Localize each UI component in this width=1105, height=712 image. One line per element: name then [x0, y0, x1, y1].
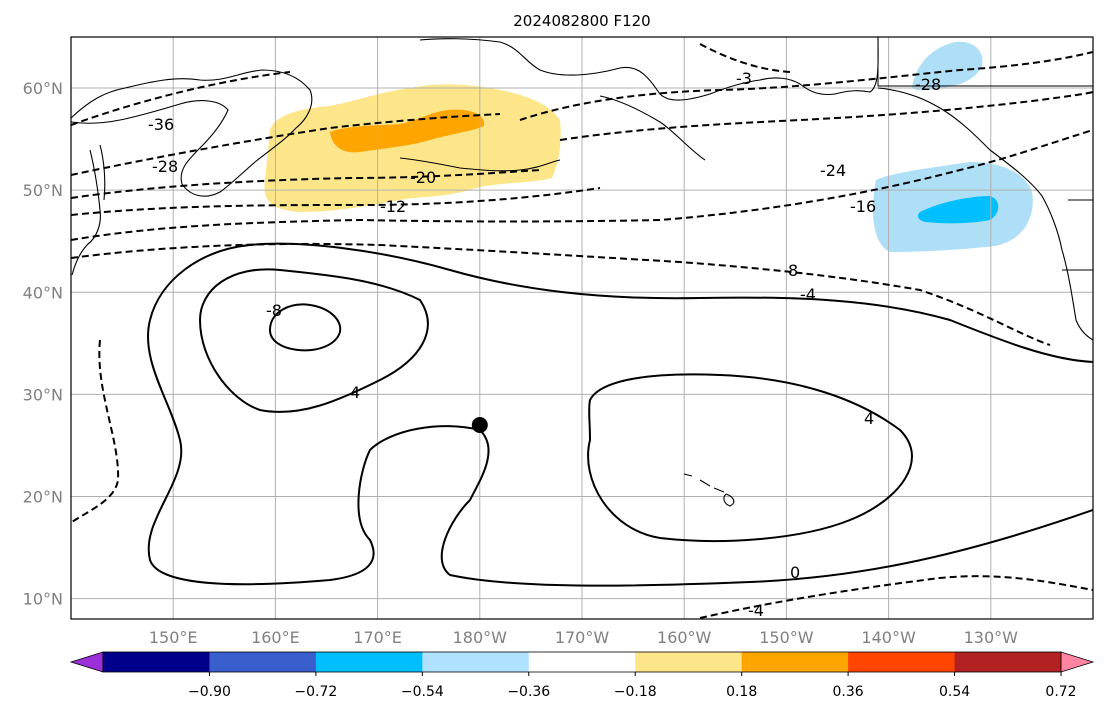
longitude-tick-label: 170°W [555, 628, 610, 647]
storm-center-marker [471, 417, 488, 433]
shade-positive-weak [264, 84, 561, 212]
longitude-tick-label: 130°W [964, 628, 1019, 647]
contour-label: 4 [350, 383, 360, 402]
contour-m8 [71, 129, 1093, 241]
colorbar-tick-label: −0.72 [294, 684, 337, 700]
contour-lines [71, 43, 1093, 619]
colorbar-segment [741, 652, 849, 672]
colorbar-tick-label: −0.36 [507, 684, 550, 700]
contour-label: -28 [152, 157, 178, 176]
contour-label: -8 [266, 301, 282, 320]
longitude-labels: 150°E 160°E 170°E 180°W 170°W 160°W 150°W 140°W… [149, 628, 1018, 647]
contour-label: -4 [748, 601, 764, 620]
contour-0 [147, 319, 1093, 587]
shade-negative-north [912, 41, 983, 91]
latitude-tick-label: 20°N [23, 487, 63, 506]
latitude-tick-label: 50°N [23, 181, 63, 200]
colorbar-extend-max [1060, 651, 1095, 673]
latitude-tick-label: 30°N [23, 385, 63, 404]
contour-m20 [71, 169, 541, 199]
contour-m12 [71, 187, 601, 216]
contour-label: -3 [736, 69, 752, 88]
contour-4-west [198, 268, 429, 413]
longitude-tick-label: 150°E [149, 628, 198, 647]
map-title: 2024082800 F120 [513, 12, 650, 30]
latitude-tick-label: 10°N [23, 590, 63, 609]
shade-positive-moderate [330, 109, 485, 153]
contour-label: -16 [850, 197, 876, 216]
colorbar-tick-label: −0.90 [188, 684, 231, 700]
contour-8-high [268, 303, 342, 352]
longitude-tick-label: 160°E [251, 628, 300, 647]
contour-m4-west [71, 339, 120, 523]
colorbar: −0.90 −0.72 −0.54 −0.36 −0.18 0.18 0.36 0.54 0.7… [69, 651, 1095, 700]
contour-label: -28 [915, 75, 941, 94]
colorbar-outline [102, 651, 1062, 673]
positive-anomaly-shading [264, 84, 561, 212]
latitude-tick-label: 40°N [23, 283, 63, 302]
longitude-tick-label: 140°W [861, 628, 916, 647]
contour-label: -20 [410, 168, 436, 187]
colorbar-tick-label: 0.36 [833, 684, 864, 700]
graticule [71, 37, 1093, 619]
longitude-tick-label: 150°W [759, 628, 814, 647]
latitude-tick-label: 60°N [23, 79, 63, 98]
contour-m4-south [699, 575, 1093, 619]
colorbar-segment [954, 652, 1062, 672]
colorbar-extend-min [69, 651, 104, 673]
contour-label: 0 [790, 563, 800, 582]
contour-label: -24 [820, 161, 846, 180]
contour-labels: -36 -28 -20 -12 -8 -4 4 8 -24 -16 -3 -28… [148, 69, 941, 620]
contour-label: -4 [800, 285, 816, 304]
contour-4-east [587, 373, 913, 542]
colorbar-segment [315, 652, 423, 672]
colorbar-segment [103, 652, 210, 672]
contour-m16 [559, 91, 1093, 141]
contour-label: 4 [864, 409, 874, 428]
contour-label: -36 [148, 115, 174, 134]
shade-negative-moderate [917, 196, 999, 224]
colorbar-tick-label: −0.18 [614, 684, 657, 700]
colorbar-tick-label: 0.54 [939, 684, 970, 700]
latitude-labels: 10°N 20°N 30°N 40°N 50°N 60°N [23, 79, 63, 609]
colorbar-segment [209, 652, 317, 672]
negative-anomaly-shading [872, 41, 1033, 252]
colorbar-segment [635, 652, 743, 672]
colorbar-tick-label: 0.18 [726, 684, 757, 700]
contour-m36 [71, 71, 291, 126]
longitude-tick-label: 170°E [353, 628, 402, 647]
colorbar-segment [422, 652, 530, 672]
coastlines [71, 37, 1093, 507]
contour-m4-north [71, 242, 1051, 346]
contour-label: -12 [380, 197, 406, 216]
colorbar-tick-label: −0.54 [401, 684, 444, 700]
colorbar-segment [528, 652, 636, 672]
contour-m28 [71, 113, 501, 176]
colorbar-tick-label: 0.72 [1045, 684, 1076, 700]
contour-m3 [699, 43, 791, 73]
map-frame [70, 36, 1094, 620]
colorbar-segment [848, 652, 956, 672]
longitude-tick-label: 160°W [657, 628, 712, 647]
map-area: -36 -28 -20 -12 -8 -4 4 8 -24 -16 -3 -28… [71, 37, 1093, 620]
contour-label: 8 [788, 261, 798, 280]
contour-m24 [519, 51, 1093, 121]
longitude-tick-label: 180°W [453, 628, 508, 647]
political-borders [877, 37, 1093, 271]
